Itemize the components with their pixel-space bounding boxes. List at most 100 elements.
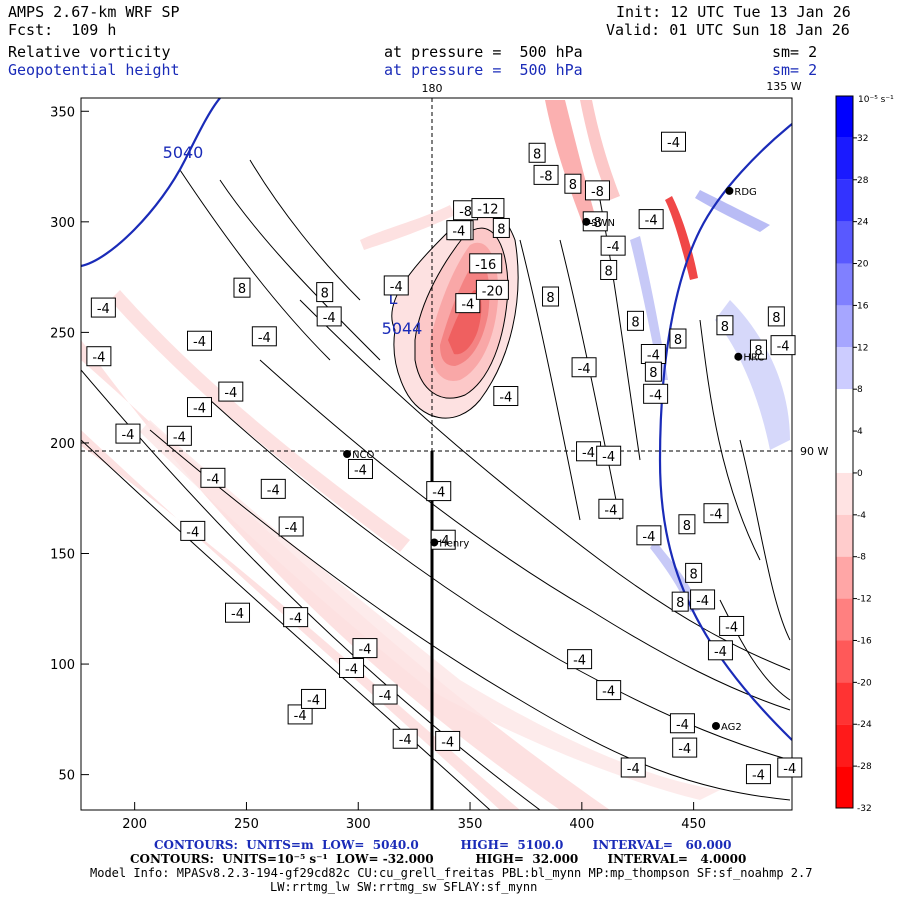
x-tick-label: 200 (122, 817, 147, 832)
colorbar-tick-label: -24 (857, 720, 872, 730)
colorbar-tick-label: 32 (857, 134, 868, 144)
contour-label-text: -4 (461, 298, 474, 313)
contour-label-text: 8 (683, 519, 691, 534)
contour-label-text: 8 (649, 366, 657, 381)
colorbar-tick-label: 16 (857, 301, 869, 311)
contour-label-text: -4 (379, 689, 392, 704)
contour-label: -4 (283, 607, 309, 628)
y-tick-label: 50 (58, 769, 75, 784)
contour-label-text: -4 (578, 362, 591, 377)
station-dot (430, 538, 439, 547)
contour-label-text: -4 (752, 769, 765, 784)
contour-label: -4 (372, 684, 398, 705)
contour-label: 8 (671, 591, 689, 612)
contour-label-text: -4 (285, 521, 298, 536)
contour-label-text: 8 (533, 147, 541, 162)
contour-label: -4 (301, 688, 327, 709)
x-tick-label: 400 (569, 817, 594, 832)
y-tick-label: 250 (50, 326, 75, 341)
colorbar-swatch (836, 724, 853, 767)
contour-label: 8 (767, 306, 785, 327)
low-value: 5044 (382, 319, 423, 338)
contour-label-text: -4 (696, 594, 709, 609)
contour-label: -4 (669, 713, 695, 734)
contour-label: 8 (564, 173, 582, 194)
contour-label: -4 (690, 589, 716, 610)
contour-label-text: -4 (206, 472, 219, 487)
contour-label: 8 (749, 339, 767, 360)
contour-label-text: -4 (642, 530, 655, 545)
contour-label-text: -20 (482, 284, 503, 299)
contour-label: -4 (187, 397, 212, 418)
colorbar-tick-label: 28 (857, 176, 869, 186)
contour-label: -4 (707, 640, 733, 661)
colorbar-tick-label: -8 (857, 553, 866, 563)
contour-label: -8 (582, 211, 608, 232)
x-axis-ticks: 200 250 300 350 400 450 (122, 802, 706, 832)
contour-label-text: -4 (499, 391, 512, 406)
contour-label-text: -4 (676, 718, 689, 733)
contour-label-text: -4 (97, 302, 110, 317)
lon-label-90w: 90 W (800, 445, 828, 458)
valid-time: Valid: 01 UTC Sun 18 Jan 26 (606, 21, 850, 39)
contour-label: -4 (200, 467, 226, 488)
contour-label-text: -4 (399, 733, 412, 748)
smooth2-label: sm= 2 (772, 61, 818, 79)
contour-label: -4 (745, 764, 771, 785)
lon-label-180: 180 (422, 82, 443, 95)
y-tick-label: 100 (50, 658, 75, 673)
stations: NCO Henry SWN RDG HRC AG2 (343, 186, 764, 733)
contour-label-text: -4 (714, 645, 727, 660)
contour-label: -4 (352, 638, 378, 659)
contour-label-text: -8 (591, 185, 604, 200)
colorbar-swatch (836, 96, 853, 138)
colorbar-swatch (836, 556, 853, 599)
colorbar-swatch (836, 472, 853, 515)
contour-label-text: -4 (725, 620, 738, 635)
contour-label-text: -4 (627, 762, 640, 777)
station-dot (711, 721, 720, 730)
contour-label: -8 (533, 164, 559, 185)
colorbar-tick-label: 4 (857, 427, 863, 437)
contour-label-text: 8 (772, 311, 780, 326)
colorbar-tick-label: -16 (857, 636, 872, 646)
contour-label-text: -4 (604, 503, 617, 518)
contour-label-text: -4 (432, 486, 445, 501)
colorbar-swatch (836, 347, 853, 390)
contour-label-text: 8 (721, 320, 729, 335)
colorbar-swatch (836, 431, 853, 473)
contour-label: -4 (392, 728, 418, 749)
field1-label: Relative vorticity (8, 43, 171, 61)
level1-label: at pressure = 500 hPa (384, 43, 583, 61)
station-dot (734, 352, 743, 361)
contour-label-text: 8 (497, 222, 505, 237)
colorbar: 32 28 24 20 16 12 8 4 0 -4 -8 -12 -16 -20 -24 -28 -32 (835, 95, 872, 814)
station-label: NCO (352, 450, 374, 461)
contour-label: -4 (638, 209, 664, 230)
contour-label: 8 (542, 286, 560, 307)
y-axis-ticks: 350 300 250 200 150 100 50 (50, 105, 89, 784)
contour-label: -4 (455, 293, 481, 314)
contour-label: -4 (777, 757, 803, 778)
contour-label-text: -8 (589, 216, 602, 231)
contour-label-text: -4 (354, 463, 367, 478)
y-tick-label: 300 (50, 216, 75, 231)
contour-label-text: -4 (607, 240, 620, 255)
x-tick-label: 350 (458, 817, 483, 832)
height-contour-label: 5040 (163, 143, 204, 162)
contour-label: 8 (600, 259, 618, 280)
contour-label-text: -4 (224, 386, 237, 401)
contour-label-text: -4 (323, 311, 336, 326)
contour-label: -4 (770, 335, 796, 356)
contour-label: -4 (260, 478, 286, 499)
contour-labels: -4 -4 -4 -4 -4 -4 -4 -4 -4 -4 -4 -4 -4 -4 -4 -4 -4 -4 -4 -4… (86, 131, 803, 785)
contour-label: -12 (471, 198, 505, 219)
contour-label-text: -16 (475, 258, 496, 273)
contour-label: -4 (596, 680, 622, 701)
contour-label: -4 (251, 326, 277, 347)
contour-label: -4 (187, 330, 212, 351)
contour-label: 8 (492, 217, 510, 238)
contour-label: -4 (493, 386, 519, 407)
colorbar-tick-label: 20 (857, 260, 869, 270)
